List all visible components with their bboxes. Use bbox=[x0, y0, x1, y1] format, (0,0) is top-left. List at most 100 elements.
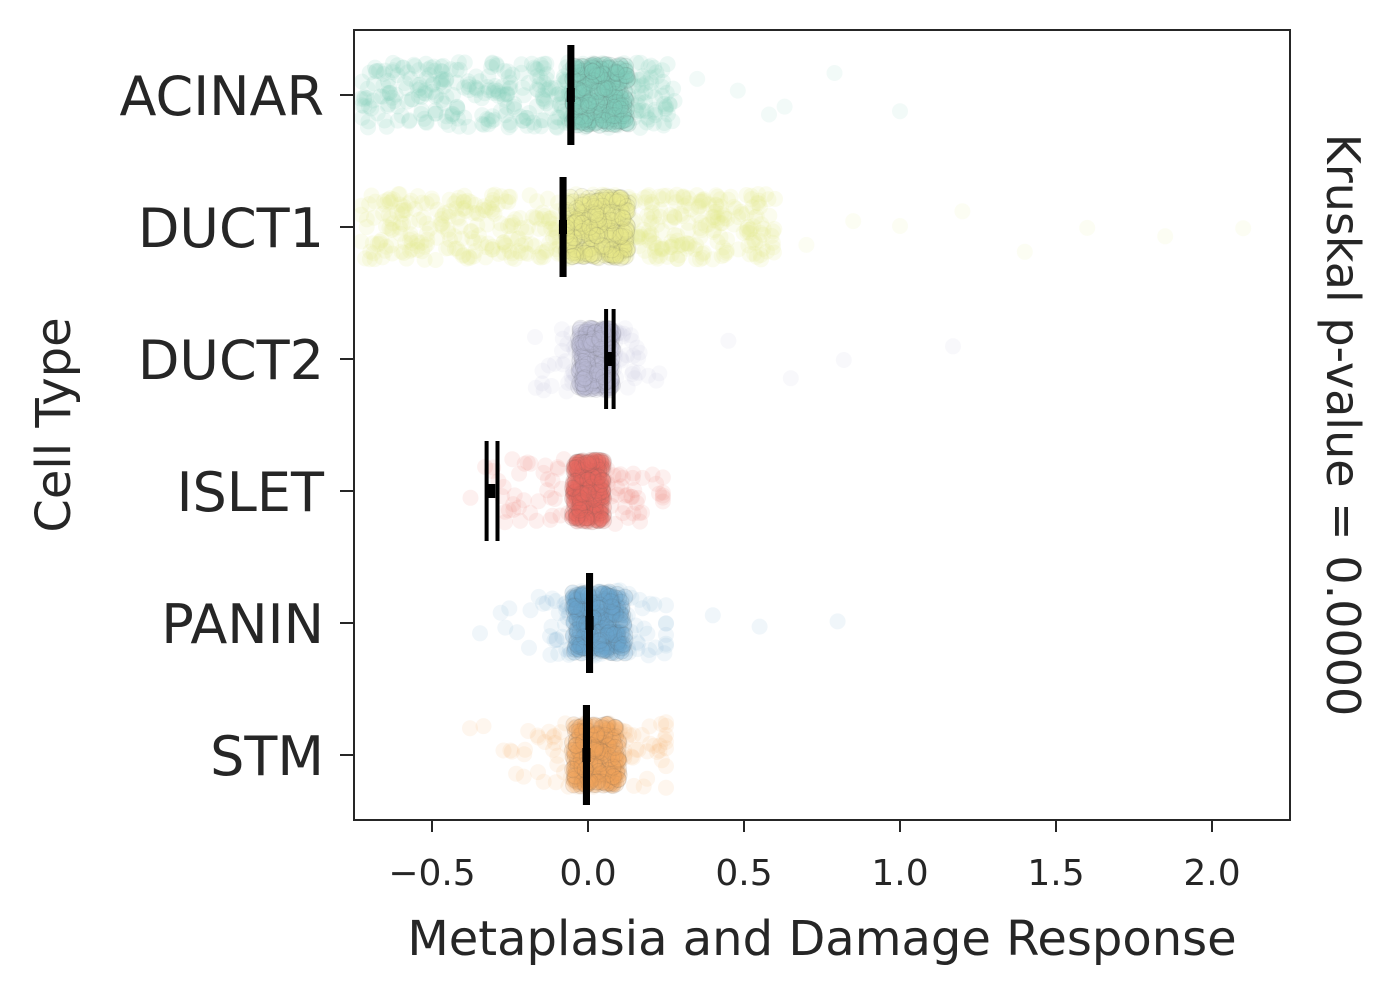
data-point bbox=[609, 91, 627, 109]
data-point bbox=[585, 236, 603, 254]
data-point bbox=[456, 79, 473, 96]
data-point bbox=[360, 119, 376, 136]
data-point bbox=[433, 63, 450, 79]
data-point bbox=[616, 111, 634, 129]
data-point bbox=[589, 236, 607, 253]
data-point bbox=[565, 218, 582, 235]
data-point bbox=[694, 193, 711, 210]
data-point bbox=[393, 202, 410, 219]
outlier-point bbox=[945, 338, 961, 355]
data-point bbox=[643, 214, 660, 231]
data-point bbox=[604, 81, 621, 97]
data-point bbox=[581, 94, 599, 112]
data-point bbox=[585, 212, 602, 229]
data-point bbox=[588, 80, 606, 98]
data-point bbox=[579, 454, 597, 472]
data-point bbox=[513, 237, 530, 254]
data-point bbox=[501, 242, 518, 259]
data-point bbox=[652, 201, 669, 218]
data-point bbox=[473, 235, 489, 252]
data-point bbox=[586, 95, 604, 113]
data-point bbox=[604, 85, 621, 102]
data-point bbox=[381, 78, 398, 95]
data-point bbox=[574, 73, 591, 90]
data-point bbox=[712, 191, 729, 208]
data-point bbox=[455, 194, 472, 211]
data-point bbox=[595, 81, 612, 98]
data-point bbox=[414, 243, 431, 260]
data-point bbox=[540, 213, 557, 230]
data-point bbox=[664, 113, 681, 130]
data-point bbox=[753, 251, 770, 268]
data-point bbox=[600, 69, 618, 87]
data-point bbox=[384, 89, 401, 106]
data-point bbox=[602, 71, 619, 88]
data-point bbox=[510, 230, 527, 247]
data-point bbox=[630, 71, 647, 88]
data-point bbox=[580, 113, 598, 131]
data-point bbox=[533, 118, 549, 135]
data-point bbox=[610, 112, 628, 130]
data-point bbox=[577, 211, 594, 228]
data-point bbox=[582, 245, 600, 263]
data-point bbox=[765, 244, 782, 261]
data-point bbox=[377, 62, 394, 79]
data-point bbox=[658, 84, 675, 101]
data-point bbox=[618, 240, 635, 257]
data-point bbox=[511, 465, 528, 482]
data-point bbox=[606, 240, 624, 258]
data-point bbox=[608, 206, 625, 223]
data-point bbox=[582, 74, 600, 92]
data-point bbox=[480, 111, 497, 128]
data-point bbox=[647, 242, 663, 259]
data-point bbox=[609, 94, 627, 112]
data-point bbox=[538, 55, 555, 72]
outlier-point bbox=[689, 70, 706, 87]
data-point bbox=[479, 110, 495, 127]
data-point bbox=[676, 197, 693, 214]
data-point bbox=[426, 62, 443, 79]
data-point bbox=[410, 62, 427, 79]
data-point bbox=[637, 84, 654, 101]
data-point bbox=[673, 205, 690, 222]
data-point bbox=[584, 111, 602, 129]
data-point bbox=[532, 56, 549, 73]
data-point bbox=[376, 193, 393, 210]
data-point bbox=[658, 779, 674, 796]
data-point bbox=[634, 102, 651, 119]
data-point bbox=[571, 117, 587, 133]
data-point bbox=[596, 115, 614, 133]
data-point bbox=[730, 209, 747, 226]
outlier-point bbox=[892, 218, 908, 234]
data-point bbox=[599, 96, 617, 114]
data-point bbox=[617, 114, 635, 132]
data-point bbox=[574, 214, 592, 232]
data-point bbox=[601, 188, 619, 206]
data-point bbox=[537, 220, 553, 237]
data-point bbox=[494, 78, 511, 95]
data-point bbox=[505, 217, 522, 234]
data-point bbox=[593, 71, 611, 89]
data-point bbox=[751, 232, 768, 249]
data-point bbox=[658, 597, 674, 614]
data-point bbox=[624, 213, 641, 230]
data-point bbox=[421, 67, 438, 83]
data-point bbox=[617, 57, 634, 75]
data-point bbox=[544, 229, 561, 246]
data-point bbox=[519, 110, 535, 126]
data-point bbox=[518, 223, 535, 240]
data-point bbox=[582, 92, 600, 110]
data-point bbox=[580, 218, 598, 236]
data-point bbox=[725, 198, 742, 215]
data-point bbox=[434, 63, 451, 80]
data-point bbox=[634, 77, 651, 94]
data-point bbox=[461, 76, 478, 93]
data-point bbox=[448, 74, 465, 91]
data-point bbox=[536, 55, 553, 72]
data-point bbox=[608, 97, 626, 115]
data-point bbox=[741, 221, 758, 238]
data-point bbox=[577, 109, 594, 125]
y-axis-title: Cell Type bbox=[26, 317, 82, 532]
data-point bbox=[720, 191, 737, 208]
x-tick-label: 2.0 bbox=[1183, 853, 1240, 894]
